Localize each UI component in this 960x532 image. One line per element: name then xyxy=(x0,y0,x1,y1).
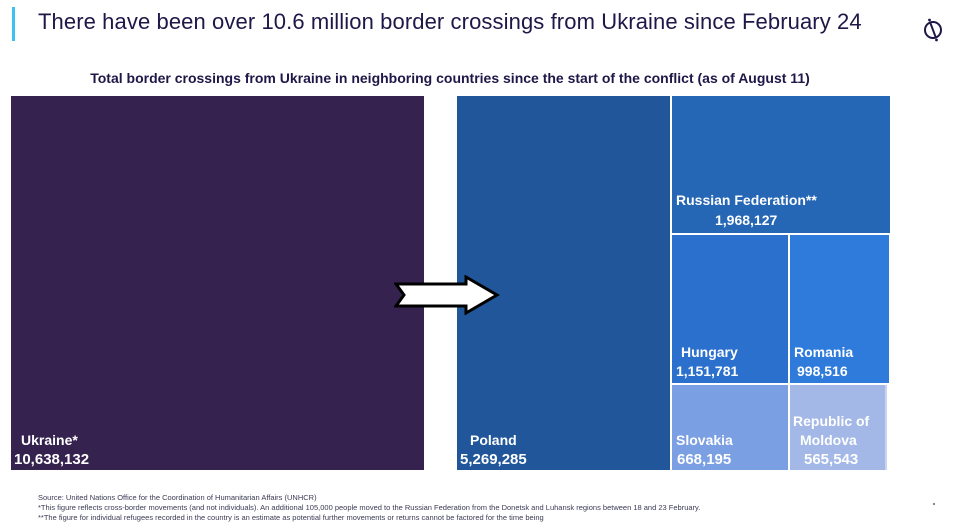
decorative-dot xyxy=(933,503,935,505)
title-accent-bar xyxy=(12,7,15,41)
footnote-source: Source: United Nations Office for the Co… xyxy=(38,493,317,502)
tile-label-poland: Poland xyxy=(470,432,517,448)
tile-label-ukraine: Ukraine* xyxy=(21,432,78,448)
tile-label-republic-of-moldova-line2: Moldova xyxy=(800,432,857,448)
right-arrow-icon xyxy=(394,275,500,315)
treemap-tile-poland: Poland 5,269,285 xyxy=(457,96,670,470)
tile-label-republic-of-moldova-line1: Republic of xyxy=(793,413,870,429)
chart-title: Total border crossings from Ukraine in n… xyxy=(90,70,810,86)
treemap-tile-republic-of-moldova: Republic of Moldova 565,543 xyxy=(790,385,887,470)
footnote-double-asterisk: **The figure for individual refugees rec… xyxy=(38,513,544,522)
tile-label-romania: Romania xyxy=(794,344,854,360)
slashed-circle-logo-icon xyxy=(924,18,942,42)
footnotes: Source: United Nations Office for the Co… xyxy=(38,493,700,523)
footnote-single-asterisk: *This figure reflects cross-border movem… xyxy=(38,503,701,512)
tile-value-russian-federation: 1,968,127 xyxy=(715,212,778,228)
tile-value-romania: 998,516 xyxy=(797,363,848,379)
tile-value-republic-of-moldova: 565,543 xyxy=(804,451,859,468)
tile-label-hungary: Hungary xyxy=(681,344,738,360)
tile-value-ukraine: 10,638,132 xyxy=(14,451,90,468)
treemap-tile-slovakia: Slovakia 668,195 xyxy=(672,385,788,470)
tile-label-slovakia: Slovakia xyxy=(676,432,733,448)
tile-value-hungary: 1,151,781 xyxy=(676,363,739,379)
tile-value-slovakia: 668,195 xyxy=(677,451,732,468)
page-title: There have been over 10.6 million border… xyxy=(38,9,862,34)
treemap-tile-romania: Romania 998,516 xyxy=(790,235,889,383)
treemap-tile-russian-federation: Russian Federation** 1,968,127 xyxy=(672,96,890,233)
treemap-tile-ukraine: Ukraine* 10,638,132 xyxy=(11,96,424,470)
tile-value-poland: 5,269,285 xyxy=(460,451,527,468)
tile-label-russian-federation: Russian Federation** xyxy=(676,192,817,208)
treemap-tile-hungary: Hungary 1,151,781 xyxy=(672,235,788,383)
